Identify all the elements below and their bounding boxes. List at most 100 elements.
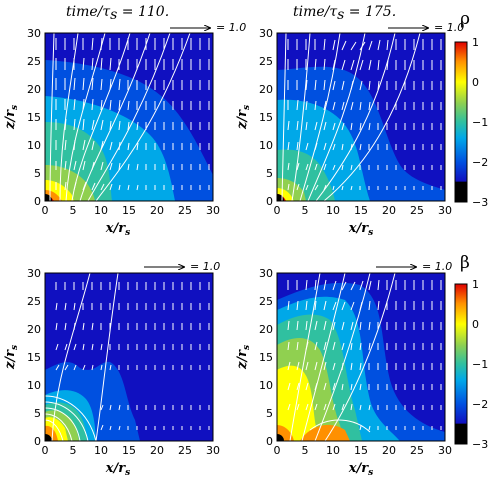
panel-2-ytick: 10 [27,379,41,392]
panel-3-ylabel: z/rs [235,345,252,370]
panel-3: = 1.0 0 5 10 15 20 25 30 0 5 10 15 20 25… [235,260,452,478]
colorbar-rho-ticks: 1 0 −1 −2 −3 [472,36,488,209]
colorbar-beta-tick: −3 [472,438,488,451]
svg-text:= 1.0: = 1.0 [422,260,452,273]
panel-0-ytick: 0 [34,195,41,208]
panel-1-ytick: 30 [259,27,273,40]
colorbar-beta-ticks: 1 0 −1 −2 −3 [472,278,488,451]
panel-1-yticks: 0 5 10 15 20 25 30 [259,27,273,208]
panel-2-ref-arrow: = 1.0 [144,260,220,273]
panel-3-xtick: 5 [302,444,309,457]
panel-1-ytick: 0 [266,195,273,208]
panel-1-title: time/τs = 175. [293,4,396,23]
panel-3-xtick: 15 [354,444,368,457]
panel-0-xtick: 25 [178,204,192,217]
colorbar-rho-symbol: ρ [460,9,470,29]
panel-2-ytick: 20 [27,323,41,336]
panel-1-velocity-arrows [287,38,442,191]
svg-text:= 1.0: = 1.0 [190,260,220,273]
panel-2-xtick: 25 [178,444,192,457]
panel-2-xtick: 15 [122,444,136,457]
panel-3-ytick: 10 [259,379,273,392]
colorbar-beta-tick: −1 [472,358,488,371]
panel-3-velocity-arrows [287,279,442,431]
panel-2-ytick: 5 [34,407,41,420]
panel-0-ytick: 5 [34,167,41,180]
panel-1-ytick: 20 [259,83,273,96]
panel-3-xtick: 0 [274,444,281,457]
panel-0-xtick: 20 [150,204,164,217]
panel-2-xlabel: x/rs [105,461,130,478]
panel-0-xtick: 5 [70,204,77,217]
panel-1-frame [276,32,446,202]
panel-3-frame [276,272,446,442]
panel-1-ref-arrow: = 1.0 [388,21,464,34]
panel-0-xtick: 30 [206,204,220,217]
panel-1-xticks: 0 5 10 15 20 25 30 [274,204,453,217]
colorbar-rho: ρ 1 0 −1 −2 −3 [454,9,488,209]
panel-2-field-lines [45,273,119,441]
panel-3-yticks: 0 5 10 15 20 25 30 [259,267,273,448]
colorbar-beta: β 1 0 −1 −2 −3 [454,253,488,451]
panel-1: time/τs = 175. [235,4,464,238]
panel-3-ytick: 30 [259,267,273,280]
panel-2-xticks: 0 5 10 15 20 25 30 [42,444,221,457]
panel-1-ytick: 5 [266,167,273,180]
panel-3-xticks: 0 5 10 15 20 25 30 [274,444,453,457]
panel-0-ref-arrow: = 1.0 [170,21,246,34]
colorbar-rho-tick: −1 [472,116,488,129]
colorbar-beta-bar [454,283,468,445]
panel-0-velocity-arrows [55,37,210,191]
panel-3-xtick: 10 [326,444,340,457]
panel-0-ytick: 25 [27,55,41,68]
panel-1-xlabel: x/rs [348,221,373,238]
panel-2-yticks: 0 5 10 15 20 25 30 [27,267,41,448]
panel-0-frame [44,32,214,202]
panel-0-ylabel: z/rs [3,105,20,130]
panel-0-xlabel: x/rs [105,221,130,238]
panel-1-field [277,33,445,201]
panel-3-xtick: 30 [438,444,452,457]
colorbar-beta-symbol: β [460,253,470,273]
panel-2: = 1.0 0 5 10 15 20 25 30 0 5 10 15 20 25… [3,260,220,478]
panel-1-xtick: 0 [274,204,281,217]
panel-3-ref-arrow: = 1.0 [376,260,452,273]
panel-2-ytick: 15 [27,351,41,364]
panel-2-ylabel: z/rs [3,345,20,370]
colorbar-rho-tick: −3 [472,196,488,209]
panel-0-yticks: 0 5 10 15 20 25 30 [27,27,41,208]
panel-0-ytick: 30 [27,27,41,40]
panel-2-ytick: 25 [27,295,41,308]
panel-0-ytick: 10 [27,139,41,152]
panel-3-field-lines [289,273,396,441]
panel-1-xtick: 25 [410,204,424,217]
panel-3-field [277,273,445,441]
panel-3-ytick: 25 [259,295,273,308]
panel-0-field [45,33,213,201]
panel-2-xtick: 0 [42,444,49,457]
panel-0-xtick: 0 [42,204,49,217]
panel-2-field [45,273,213,441]
panel-2-xtick: 20 [150,444,164,457]
panel-1-xtick: 5 [302,204,309,217]
panel-2-frame [44,272,214,442]
panel-3-ytick: 20 [259,323,273,336]
colorbar-beta-tick: 0 [472,318,479,331]
svg-text:= 1.0: = 1.0 [434,21,464,34]
panel-1-ytick: 25 [259,55,273,68]
panel-1-ytick: 15 [259,111,273,124]
panel-3-xtick: 25 [410,444,424,457]
panel-1-ytick: 10 [259,139,273,152]
panel-3-xtick: 20 [382,444,396,457]
panel-3-ytick: 5 [266,407,273,420]
panel-0-xtick: 15 [122,204,136,217]
panel-2-ytick: 30 [27,267,41,280]
colorbar-rho-bar [454,41,468,203]
panel-3-xlabel: x/rs [348,461,373,478]
panel-2-velocity-arrows [55,282,210,431]
panel-2-xtick: 5 [70,444,77,457]
colorbar-rho-tick: 1 [472,36,479,49]
panel-0-ytick: 20 [27,83,41,96]
panel-0-xtick: 10 [94,204,108,217]
